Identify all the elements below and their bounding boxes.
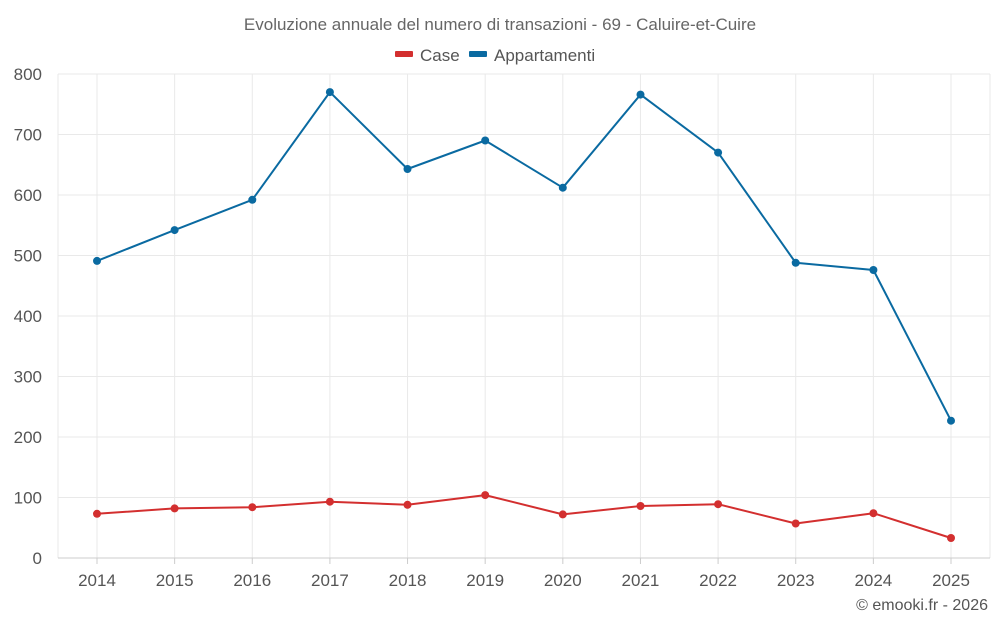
data-point-case[interactable]: Case 2023: 57 — [791, 519, 800, 528]
data-point-case[interactable]: Case 2025: 33 — [947, 534, 955, 542]
x-tick-label: 2015 — [156, 571, 194, 590]
data-point-case[interactable]: Case 2015: 82 — [170, 504, 179, 513]
legend-label-appartamenti: Appartamenti — [494, 46, 595, 65]
x-tick-label: 2022 — [699, 571, 737, 590]
y-tick-label: 0 — [33, 549, 42, 568]
series-line-case — [96, 494, 952, 539]
data-point-appartamenti[interactable]: Appartamenti 2017: 770 — [325, 88, 334, 97]
series-case: Case 2014: 73 Case 2015: 82 Case 2016: 84 C… — [93, 491, 955, 542]
x-tick-label: 2019 — [466, 571, 504, 590]
data-point-appartamenti[interactable]: Appartamenti 2015: 542 — [170, 226, 179, 235]
y-tick-label: 100 — [14, 489, 42, 508]
axes: 0 100 200 300 400 500 600 700 800 2014 2015 2016 201… — [14, 65, 990, 590]
data-point-appartamenti[interactable]: Appartamenti 2016: 592 — [248, 195, 257, 204]
legend: Case Appartamenti — [395, 46, 595, 65]
series-line-appartamenti — [96, 91, 952, 422]
y-tick-label: 700 — [14, 126, 42, 145]
x-tick-label: 2021 — [622, 571, 660, 590]
legend-label-case: Case — [420, 46, 460, 65]
data-point-appartamenti[interactable]: Appartamenti 2021: 766 — [636, 90, 645, 99]
y-tick-label: 400 — [14, 307, 42, 326]
data-point-appartamenti[interactable]: Appartamenti 2018: 643 — [403, 165, 412, 173]
grid — [57, 73, 991, 558]
series: Case 2014: 73 Case 2015: 82 Case 2016: 84 C… — [93, 88, 955, 542]
data-point-appartamenti[interactable]: Appartamenti 2020: 612 — [558, 183, 567, 192]
x-tick-label: 2024 — [854, 571, 892, 590]
x-tick-label: 2017 — [311, 571, 349, 590]
data-point-case[interactable]: Case 2017: 93 — [325, 497, 334, 506]
data-point-case[interactable]: Case 2022: 89 — [714, 500, 723, 509]
data-point-appartamenti[interactable]: Appartamenti 2019: 690 — [481, 136, 490, 145]
x-tick-label: 2023 — [777, 571, 815, 590]
y-tick-label: 600 — [14, 186, 42, 205]
data-point-case[interactable]: Case 2018: 88 — [403, 500, 412, 509]
y-tick-label: 300 — [14, 368, 42, 387]
data-point-case[interactable]: Case 2020: 72 — [558, 510, 567, 519]
x-tick-label: 2025 — [932, 571, 970, 590]
data-point-appartamenti[interactable]: Appartamenti 2022: 670 — [714, 148, 723, 157]
chart-title: Evoluzione annuale del numero di transaz… — [244, 15, 756, 34]
data-point-case[interactable]: Case 2019: 104 — [481, 491, 490, 500]
y-tick-label: 500 — [14, 247, 42, 266]
data-point-case[interactable]: Case 2024: 74 — [869, 509, 878, 518]
data-point-appartamenti[interactable]: Appartamenti 2024: 476 — [869, 266, 878, 274]
data-point-case[interactable]: Case 2021: 86 — [636, 502, 645, 510]
legend-item-case[interactable]: Case — [395, 46, 460, 65]
x-tick-label: 2020 — [544, 571, 582, 590]
data-point-appartamenti[interactable]: Appartamenti 2014: 491 — [93, 256, 101, 265]
data-point-case[interactable]: Case 2014: 73 — [93, 509, 101, 518]
y-tick-label: 200 — [14, 428, 42, 447]
data-point-appartamenti[interactable]: Appartamenti 2025: 227 — [947, 416, 955, 425]
credit-text: © emooki.fr - 2026 — [856, 597, 988, 614]
x-tick-label: 2016 — [233, 571, 271, 590]
x-tick-label: 2018 — [389, 571, 427, 590]
legend-item-appartamenti[interactable]: Appartamenti — [469, 46, 595, 65]
data-point-appartamenti[interactable]: Appartamenti 2023: 488 — [791, 258, 800, 267]
data-point-case[interactable]: Case 2016: 84 — [248, 503, 257, 512]
x-tick-label: 2014 — [78, 571, 116, 590]
legend-swatch-case — [395, 51, 413, 57]
y-tick-label: 800 — [14, 65, 42, 84]
legend-swatch-appartamenti — [469, 51, 487, 57]
series-appartamenti: Appartamenti 2014: 491 Appartamenti 2015:… — [93, 88, 955, 425]
